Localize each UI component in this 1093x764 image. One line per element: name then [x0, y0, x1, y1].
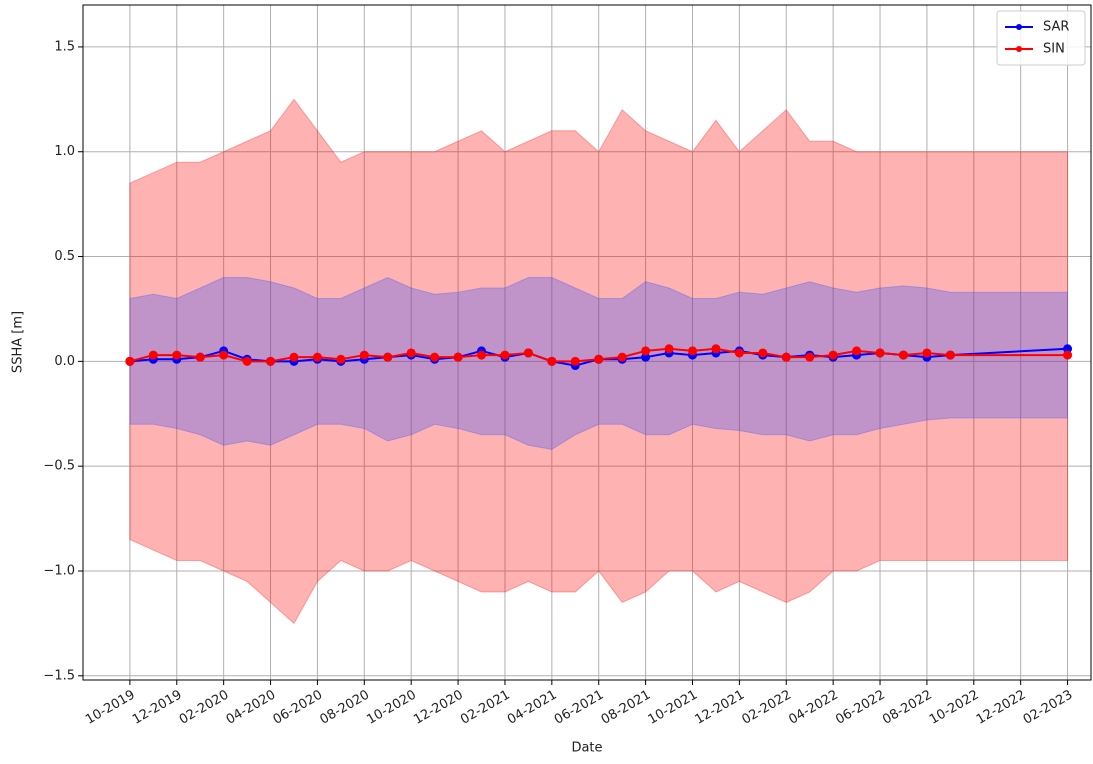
marker [828, 350, 838, 360]
marker [242, 356, 252, 366]
marker [312, 352, 322, 362]
marker [664, 344, 674, 354]
marker [453, 352, 463, 362]
marker [711, 344, 721, 354]
legend-box [996, 10, 1086, 66]
x-tick-label: 06-2020 [271, 688, 326, 728]
y-axis-label: SSHA [m] [11, 311, 26, 373]
y-tick-label: 1.5 [54, 39, 75, 54]
y-tick-label: 1.0 [54, 144, 75, 159]
x-tick-label: 06-2021 [552, 688, 607, 728]
marker [641, 346, 651, 356]
marker [406, 348, 416, 358]
marker [172, 350, 182, 360]
marker [148, 350, 158, 360]
legend-label: SAR [1043, 20, 1069, 35]
x-tick-label: 04-2021 [505, 688, 560, 728]
y-tick-label: 0.0 [54, 354, 75, 369]
marker [641, 352, 651, 362]
x-tick-label: 08-2020 [318, 688, 373, 728]
x-tick-label: 08-2021 [599, 688, 654, 728]
y-tick-label: −1.5 [43, 668, 75, 683]
x-tick-label: 02-2020 [177, 688, 232, 728]
marker [898, 350, 908, 360]
y-tick-label: −0.5 [43, 459, 75, 474]
marker [1063, 350, 1073, 360]
marker [617, 352, 627, 362]
legend-marker [1016, 46, 1022, 52]
x-tick-label: 06-2022 [833, 688, 888, 728]
x-tick-label: 10-2020 [364, 688, 419, 728]
x-tick-label: 12-2021 [693, 688, 748, 728]
marker [687, 346, 697, 356]
marker [758, 348, 768, 358]
marker [945, 350, 955, 360]
x-tick-label: 02-2022 [739, 688, 794, 728]
marker [875, 348, 885, 358]
x-tick-label: 08-2022 [880, 688, 935, 728]
marker [1063, 344, 1073, 354]
marker [125, 356, 135, 366]
x-tick-label: 10-2022 [927, 688, 982, 728]
x-tick-label: 10-2019 [83, 688, 138, 728]
marker [852, 346, 862, 356]
marker [594, 354, 604, 364]
marker [430, 352, 440, 362]
x-tick-label: 10-2021 [646, 688, 701, 728]
x-tick-label: 12-2020 [411, 688, 466, 728]
marker [359, 350, 369, 360]
x-tick-label: 04-2020 [224, 688, 279, 728]
marker [195, 352, 205, 362]
marker [500, 350, 510, 360]
x-tick-label: 02-2023 [1021, 688, 1076, 728]
marker [734, 348, 744, 358]
marker [219, 350, 229, 360]
x-tick-label: 12-2019 [130, 688, 185, 728]
legend-label: SIN [1043, 42, 1065, 57]
plot-frame [82, 4, 1092, 681]
legend-marker [1016, 24, 1022, 30]
marker [477, 350, 487, 360]
x-tick-label: 12-2022 [974, 688, 1029, 728]
marker [805, 352, 815, 362]
marker [336, 354, 346, 364]
y-tick-label: −1.0 [43, 563, 75, 578]
marker [266, 356, 276, 366]
x-axis-label: Date [571, 741, 602, 756]
x-tick-label: 02-2021 [458, 688, 513, 728]
x-tick-label: 04-2022 [786, 688, 841, 728]
marker [922, 348, 932, 358]
marker [523, 348, 533, 358]
marker [383, 352, 393, 362]
marker [547, 356, 557, 366]
marker [570, 356, 580, 366]
y-tick-label: 0.5 [54, 249, 75, 264]
marker [289, 352, 299, 362]
marker [781, 352, 791, 362]
